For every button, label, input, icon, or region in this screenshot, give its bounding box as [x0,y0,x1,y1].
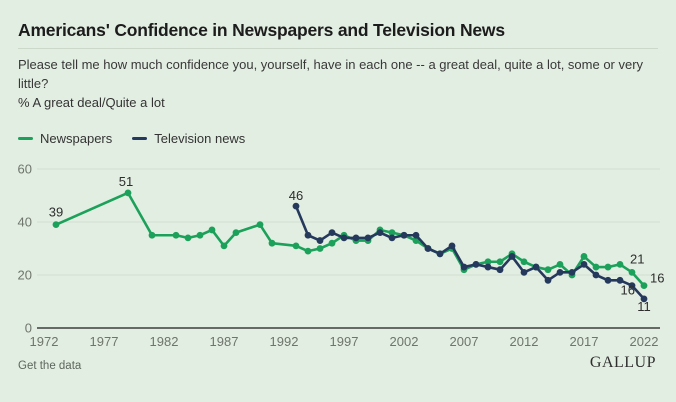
x-tick-label: 1987 [210,334,239,349]
data-point-newspapers-1985 [196,231,204,239]
data-point-television-news-2021 [628,282,636,289]
gallup-logo: GALLUP [589,354,656,371]
legend-item-television-news: Television news [132,131,245,146]
point-value-label: 16 [650,271,664,286]
data-point-newspapers-1987 [220,242,228,250]
x-tick-label: 1977 [90,334,119,349]
data-point-newspapers-2010 [496,258,504,266]
point-value-label: 11 [637,299,651,314]
survey-question: Please tell me how much confidence you, … [18,57,644,91]
title-divider [18,48,658,49]
data-point-television-news-2006 [448,242,456,250]
data-point-television-news-2010 [496,266,504,274]
y-tick-label: 0 [25,321,32,336]
data-point-television-news-1993 [292,202,300,210]
data-point-newspapers-1979 [124,189,132,197]
data-point-television-news-2013 [532,263,540,271]
data-point-television-news-2007 [460,263,468,271]
x-tick-label: 2002 [390,334,419,349]
data-point-television-news-2015 [556,268,564,276]
data-point-newspapers-1988 [232,229,240,237]
data-point-newspapers-2012 [520,258,528,266]
data-point-newspapers-2014 [544,266,552,274]
y-tick-label: 40 [18,215,32,230]
data-point-newspapers-1986 [208,226,216,234]
data-point-television-news-1997 [340,234,348,242]
chart-title: Americans' Confidence in Newspapers and … [18,20,505,40]
television-news-line-swatch-icon [132,137,148,140]
data-point-newspapers-1996 [328,239,336,247]
data-point-newspapers-2018 [592,263,600,271]
point-value-label: 16 [621,283,635,298]
data-point-television-news-2005 [436,250,444,258]
legend-item-newspapers: Newspapers [18,131,112,146]
x-tick-label: 1982 [150,334,179,349]
data-point-television-news-2017 [580,261,588,268]
data-point-television-news-2011 [508,253,516,260]
data-point-newspapers-2017 [580,253,588,260]
series-line-newspapers [54,191,646,287]
legend-label-television-news: Television news [154,131,246,146]
point-value-label: 21 [630,251,644,266]
newspapers-line-swatch-icon [18,137,33,140]
data-point-newspapers-2015 [556,261,564,268]
y-tick-label: 20 [18,268,32,283]
data-point-newspapers-1993 [292,242,300,250]
data-point-television-news-2004 [424,245,432,252]
data-point-newspapers-1973 [52,221,60,229]
data-point-television-news-2019 [604,276,612,284]
data-point-television-news-2014 [544,276,552,284]
y-tick-label: 60 [18,162,32,177]
legend-label-newspapers: Newspapers [40,131,113,146]
data-point-television-news-2002 [400,231,408,239]
data-point-newspapers-2019 [604,263,612,271]
data-point-television-news-1994 [304,231,312,239]
point-value-label: 46 [289,188,303,203]
x-tick-label: 2022 [630,334,659,349]
data-point-television-news-1995 [316,237,324,244]
data-point-newspapers-2001 [388,229,396,237]
data-point-television-news-2009 [484,263,492,271]
data-point-television-news-2001 [388,234,396,242]
data-point-newspapers-1984 [184,234,192,242]
data-point-television-news-1999 [364,234,372,242]
data-point-television-news-2012 [520,268,528,276]
point-value-label: 39 [49,205,63,220]
get-the-data-link[interactable]: Get the data [18,360,82,372]
data-point-television-news-1996 [328,229,336,237]
data-point-newspapers-2009 [484,258,492,266]
data-point-newspapers-1981 [148,231,156,239]
chart-legend: Newspapers Television news [18,131,245,146]
data-point-newspapers-1995 [316,245,324,252]
data-point-television-news-2016 [568,268,576,276]
point-value-label: 51 [119,174,133,189]
x-tick-label: 2012 [510,334,539,349]
data-point-television-news-2003 [412,231,420,239]
data-point-television-news-2018 [592,271,600,279]
data-point-television-news-1998 [352,234,360,242]
x-tick-label: 2017 [570,334,599,349]
x-tick-label: 2007 [450,334,479,349]
data-point-newspapers-1983 [172,231,180,239]
x-tick-label: 1992 [270,334,299,349]
data-point-television-news-2000 [376,229,384,237]
data-point-television-news-2008 [472,261,480,268]
data-point-newspapers-1994 [304,247,312,255]
data-point-television-news-2022 [640,295,648,303]
x-tick-label: 1997 [330,334,359,349]
data-point-television-news-2020 [616,276,624,284]
measure-label: % A great deal/Quite a lot [18,95,165,110]
data-point-newspapers-2020 [616,261,624,268]
data-point-newspapers-2022 [640,282,648,289]
series-line-television-news [294,204,646,301]
data-point-newspapers-1991 [268,239,276,247]
data-point-newspapers-2021 [628,268,636,276]
x-tick-label: 1972 [30,334,59,349]
data-point-newspapers-1990 [256,221,264,229]
